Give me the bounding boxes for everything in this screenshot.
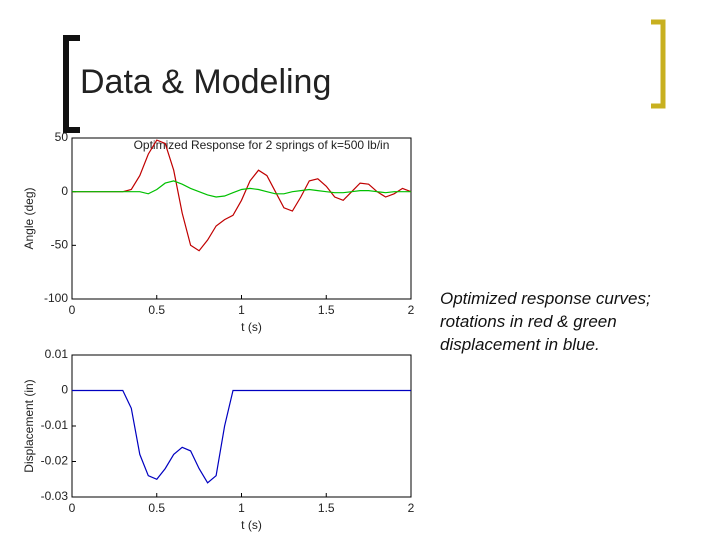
- y-axis-label: Angle (deg): [22, 187, 36, 249]
- y-tick-label: -50: [51, 238, 69, 252]
- y-tick-label: 0: [61, 184, 68, 198]
- data-line: [72, 139, 412, 252]
- bracket-left: [63, 35, 80, 133]
- plot-area: [71, 137, 412, 300]
- slide-title: Data & Modeling: [80, 63, 331, 101]
- y-tick-label: 0.01: [45, 347, 69, 361]
- x-tick-label: 1.5: [318, 501, 335, 515]
- x-tick-label: 1: [238, 501, 245, 515]
- x-tick-label: 1.5: [318, 303, 335, 317]
- x-tick-label: 2: [408, 501, 415, 515]
- x-tick-label: 0: [69, 501, 76, 515]
- y-tick-label: 50: [55, 130, 69, 144]
- chart-title: Optimized Response for 2 springs of k=50…: [134, 138, 390, 152]
- caption-line: displacement in blue.: [440, 335, 600, 354]
- caption-line: Optimized response curves;: [440, 289, 651, 308]
- data-line: [72, 389, 411, 484]
- x-tick-label: 2: [408, 303, 415, 317]
- caption: Optimized response curves; rotations in …: [440, 287, 651, 356]
- caption-line: rotations in red & green: [440, 312, 617, 331]
- x-tick-label: 0.5: [148, 303, 165, 317]
- data-line: [72, 180, 411, 198]
- x-axis-label: t (s): [241, 518, 262, 532]
- x-tick-label: 0: [69, 303, 76, 317]
- x-axis-label: t (s): [241, 320, 262, 334]
- y-tick-label: -0.02: [41, 454, 69, 468]
- y-tick-label: -0.01: [41, 418, 69, 432]
- y-axis-label: Displacement (in): [22, 379, 36, 472]
- x-tick-label: 0.5: [148, 501, 165, 515]
- bracket-right: [651, 19, 666, 109]
- y-tick-label: -100: [44, 291, 68, 305]
- y-tick-label: -0.03: [41, 489, 69, 503]
- plot-area: [71, 354, 412, 498]
- y-tick-label: 0: [61, 383, 68, 397]
- x-tick-label: 1: [238, 303, 245, 317]
